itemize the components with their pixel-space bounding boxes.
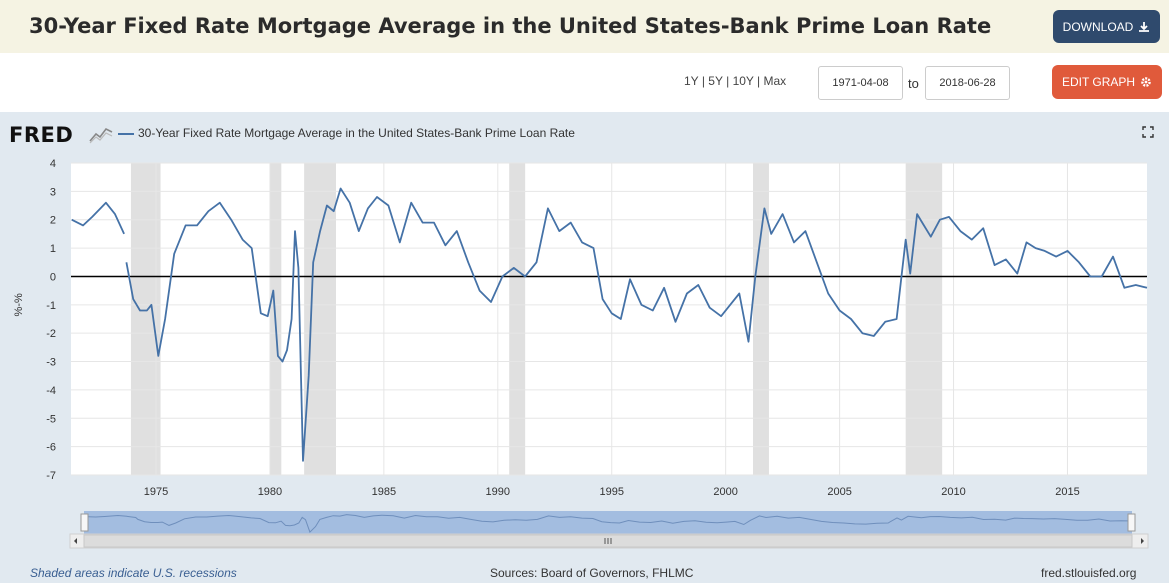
to-label: to — [908, 76, 919, 91]
recession-band-5 — [905, 163, 943, 475]
sources-text: Sources: Board of Governors, FHLMC — [490, 566, 694, 580]
range-max[interactable]: Max — [763, 74, 787, 88]
range-sep-3: | — [757, 74, 761, 88]
x-tick-label: 2015 — [1055, 486, 1079, 498]
navigator-left-handle[interactable] — [80, 513, 89, 532]
y-tick-label: 0 — [50, 271, 56, 283]
y-tick-label: 1 — [50, 243, 56, 255]
legend-swatch — [118, 133, 134, 135]
legend-label: 30-Year Fixed Rate Mortgage Average in t… — [138, 126, 575, 140]
download-button[interactable]: DOWNLOAD — [1053, 10, 1160, 43]
x-tick-label: 2000 — [713, 486, 737, 498]
series-lines — [71, 187, 1148, 462]
recession-band-3 — [509, 163, 526, 475]
gridlines — [71, 162, 1147, 476]
edit-graph-button[interactable]: EDIT GRAPH — [1052, 65, 1162, 99]
recession-band-4 — [753, 163, 769, 475]
start-date-input[interactable]: 1971-04-08 — [818, 66, 903, 100]
range-sep-1: | — [701, 74, 705, 88]
y-tick-label: -2 — [46, 328, 56, 340]
title-bar: 30-Year Fixed Rate Mortgage Average in t… — [0, 0, 1169, 53]
line-chart: 4 3 2 1 0 -1 -2 -3 -4 -5 -6 -7 1975 1980 1985 1990 1995… — [13, 158, 1149, 549]
x-tick-label: 1980 — [258, 486, 282, 498]
x-tick-label: 2005 — [827, 486, 851, 498]
navigator-series — [84, 514, 1133, 534]
page-title: 30-Year Fixed Rate Mortgage Average in t… — [29, 14, 992, 38]
y-axis: 4 3 2 1 0 -1 -2 -3 -4 -5 -6 -7 — [46, 158, 56, 482]
fred-chart-logo-icon — [89, 127, 113, 144]
y-tick-label: -4 — [46, 385, 56, 397]
gear-icon — [1141, 77, 1151, 87]
series-line-segment-1 — [125, 187, 1148, 462]
y-tick-label: -5 — [46, 413, 56, 425]
range-sep-2: | — [726, 74, 730, 88]
series-line-segment-0 — [71, 201, 125, 235]
navigator-right-handle[interactable] — [1127, 513, 1136, 532]
plot-area — [71, 163, 1147, 475]
recession-note: Shaded areas indicate U.S. recessions — [30, 566, 237, 580]
y-tick-label: 4 — [50, 158, 56, 170]
y-tick-label: 2 — [50, 215, 56, 227]
x-tick-label: 1975 — [144, 486, 168, 498]
y-tick-label: -6 — [46, 442, 56, 454]
site-link[interactable]: fred.stlouisfed.org — [1041, 566, 1137, 580]
fullscreen-icon[interactable] — [1142, 126, 1154, 138]
recession-shading — [130, 163, 943, 475]
range-selector: 1Y | 5Y | 10Y | Max — [684, 74, 786, 88]
y-tick-label: -7 — [46, 470, 56, 482]
arrow-right-icon[interactable] — [1141, 538, 1144, 544]
end-date-input[interactable]: 2018-06-28 — [925, 66, 1010, 100]
edit-graph-label: EDIT GRAPH — [1061, 75, 1136, 89]
x-tick-label: 1985 — [372, 486, 396, 498]
y-tick-label: 3 — [50, 186, 56, 198]
x-tick-label: 1990 — [486, 486, 510, 498]
x-tick-label: 2010 — [941, 486, 965, 498]
fred-logo: FRED — [9, 123, 74, 147]
y-tick-label: -1 — [46, 300, 56, 312]
recession-band-2 — [304, 163, 337, 475]
y-axis-label: %-% — [13, 293, 25, 316]
range-10y[interactable]: 10Y — [732, 74, 754, 88]
download-label: DOWNLOAD — [1062, 19, 1134, 34]
range-5y[interactable]: 5Y — [708, 74, 723, 88]
x-tick-label: 1995 — [599, 486, 623, 498]
x-axis: 1975 1980 1985 1990 1995 2000 2005 2010 2015 — [144, 486, 1080, 498]
download-arrow-icon — [1139, 21, 1150, 32]
range-1y[interactable]: 1Y — [684, 74, 699, 88]
grip-icon — [604, 538, 612, 544]
arrow-left-icon[interactable] — [74, 538, 77, 544]
y-tick-label: -3 — [46, 357, 56, 369]
navigator-window[interactable] — [84, 511, 1132, 535]
